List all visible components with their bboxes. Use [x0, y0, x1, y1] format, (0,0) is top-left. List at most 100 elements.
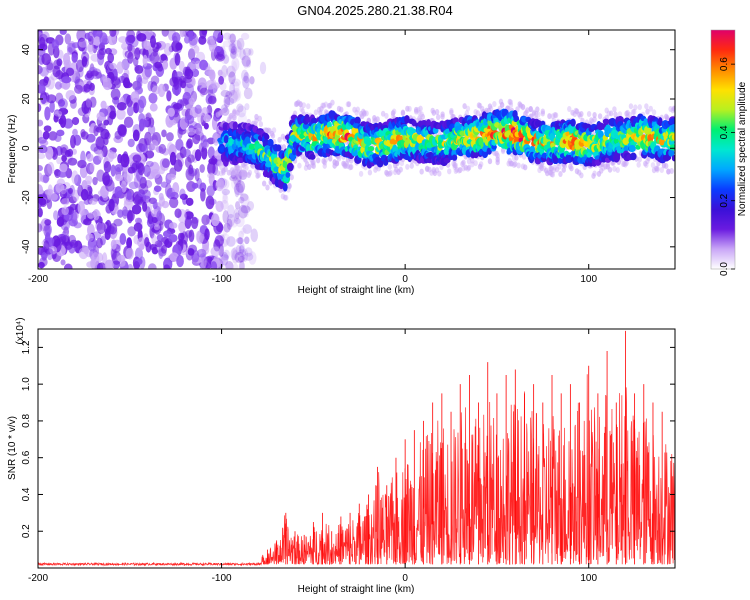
ridge-halo	[387, 170, 392, 177]
ridge-halo	[663, 162, 669, 169]
noise-blob	[228, 89, 238, 104]
noise-blob	[174, 52, 181, 66]
noise-blob	[220, 199, 229, 211]
ridge-blob	[671, 154, 675, 162]
noise-blob	[208, 69, 214, 79]
noise-blob	[233, 208, 240, 222]
ridge-halo	[549, 171, 554, 178]
noise-blob	[195, 230, 202, 243]
noise-blob	[59, 114, 67, 128]
noise-blob	[38, 145, 48, 154]
ridge-halo	[529, 113, 535, 120]
ridge-halo	[256, 172, 261, 179]
noise-blob	[232, 174, 242, 185]
ridge-halo	[264, 127, 269, 134]
ridge-halo	[592, 116, 597, 123]
noise-blob	[161, 129, 167, 138]
noise-blob	[103, 161, 112, 173]
noise-blob	[61, 206, 69, 216]
ridge-halo	[637, 104, 642, 111]
noise-blob	[133, 222, 143, 232]
noise-blob	[114, 130, 122, 140]
ridge-halo	[235, 109, 240, 116]
noise-blob	[250, 228, 259, 243]
noise-blob	[107, 52, 115, 63]
noise-blob	[179, 193, 188, 200]
noise-blob	[240, 193, 250, 208]
noise-blob	[51, 39, 60, 50]
noise-blob	[56, 58, 63, 67]
ridge-halo	[622, 160, 627, 167]
noise-blob	[171, 32, 181, 43]
noise-blob	[39, 36, 46, 49]
noise-blob	[235, 201, 241, 210]
ridge-halo	[636, 161, 641, 168]
ridge-halo	[289, 174, 294, 181]
noise-blob	[179, 30, 186, 38]
noise-blob	[109, 62, 117, 70]
noise-blob	[92, 43, 98, 54]
noise-blob	[78, 247, 89, 260]
noise-blob	[53, 210, 59, 221]
noise-blob	[171, 40, 181, 52]
noise-blob	[156, 210, 163, 222]
noise-blob	[108, 151, 118, 159]
noise-blob	[38, 103, 42, 112]
noise-blob	[186, 127, 196, 136]
noise-blob	[215, 180, 222, 188]
ridge-halo	[579, 110, 584, 117]
noise-blob	[199, 59, 209, 71]
noise-blob	[229, 82, 236, 96]
ridge-halo	[645, 108, 650, 115]
ridge-halo	[215, 111, 221, 118]
noise-blob	[132, 154, 142, 163]
ridge-halo	[624, 160, 629, 167]
noise-blob	[207, 172, 215, 179]
ridge-halo	[244, 164, 249, 171]
noise-blob	[60, 184, 67, 195]
noise-blob	[194, 104, 202, 115]
ridge-halo	[499, 101, 505, 108]
noise-blob	[225, 262, 234, 269]
ridge-halo	[643, 160, 648, 167]
noise-blob	[229, 33, 237, 44]
ridge-halo	[454, 166, 460, 173]
noise-blob	[118, 36, 128, 44]
noise-blob	[201, 145, 208, 160]
noise-blob	[184, 83, 195, 97]
ridge-halo	[323, 101, 329, 108]
noise-blob	[246, 59, 252, 68]
noise-blob	[126, 237, 133, 248]
noise-blob	[47, 161, 55, 175]
ridge-halo	[235, 172, 240, 179]
noise-blob	[65, 67, 75, 77]
spectrogram-noise-layer	[38, 30, 270, 269]
noise-blob	[236, 37, 245, 50]
ridge-halo	[254, 113, 259, 120]
ridge-halo	[521, 153, 527, 160]
noise-blob	[200, 187, 206, 202]
noise-blob	[185, 197, 194, 206]
noise-blob	[212, 30, 223, 42]
ridge-halo	[473, 160, 478, 167]
noise-blob	[233, 179, 242, 188]
ridge-halo	[551, 167, 557, 174]
noise-blob	[173, 102, 183, 110]
ridge-halo	[348, 164, 354, 171]
x-tick-label: 100	[580, 274, 597, 285]
noise-blob	[184, 215, 192, 229]
ridge-halo	[435, 114, 441, 121]
noise-blob	[191, 68, 200, 78]
noise-blob	[78, 38, 88, 48]
noise-blob	[123, 68, 130, 78]
noise-blob	[142, 54, 148, 67]
noise-blob	[41, 53, 52, 66]
noise-blob	[172, 182, 180, 195]
noise-blob	[122, 77, 131, 89]
noise-blob	[240, 32, 250, 40]
noise-blob	[127, 138, 135, 148]
noise-blob	[201, 106, 209, 117]
noise-blob	[166, 90, 172, 102]
noise-blob	[214, 235, 224, 247]
ridge-blob	[286, 162, 294, 172]
